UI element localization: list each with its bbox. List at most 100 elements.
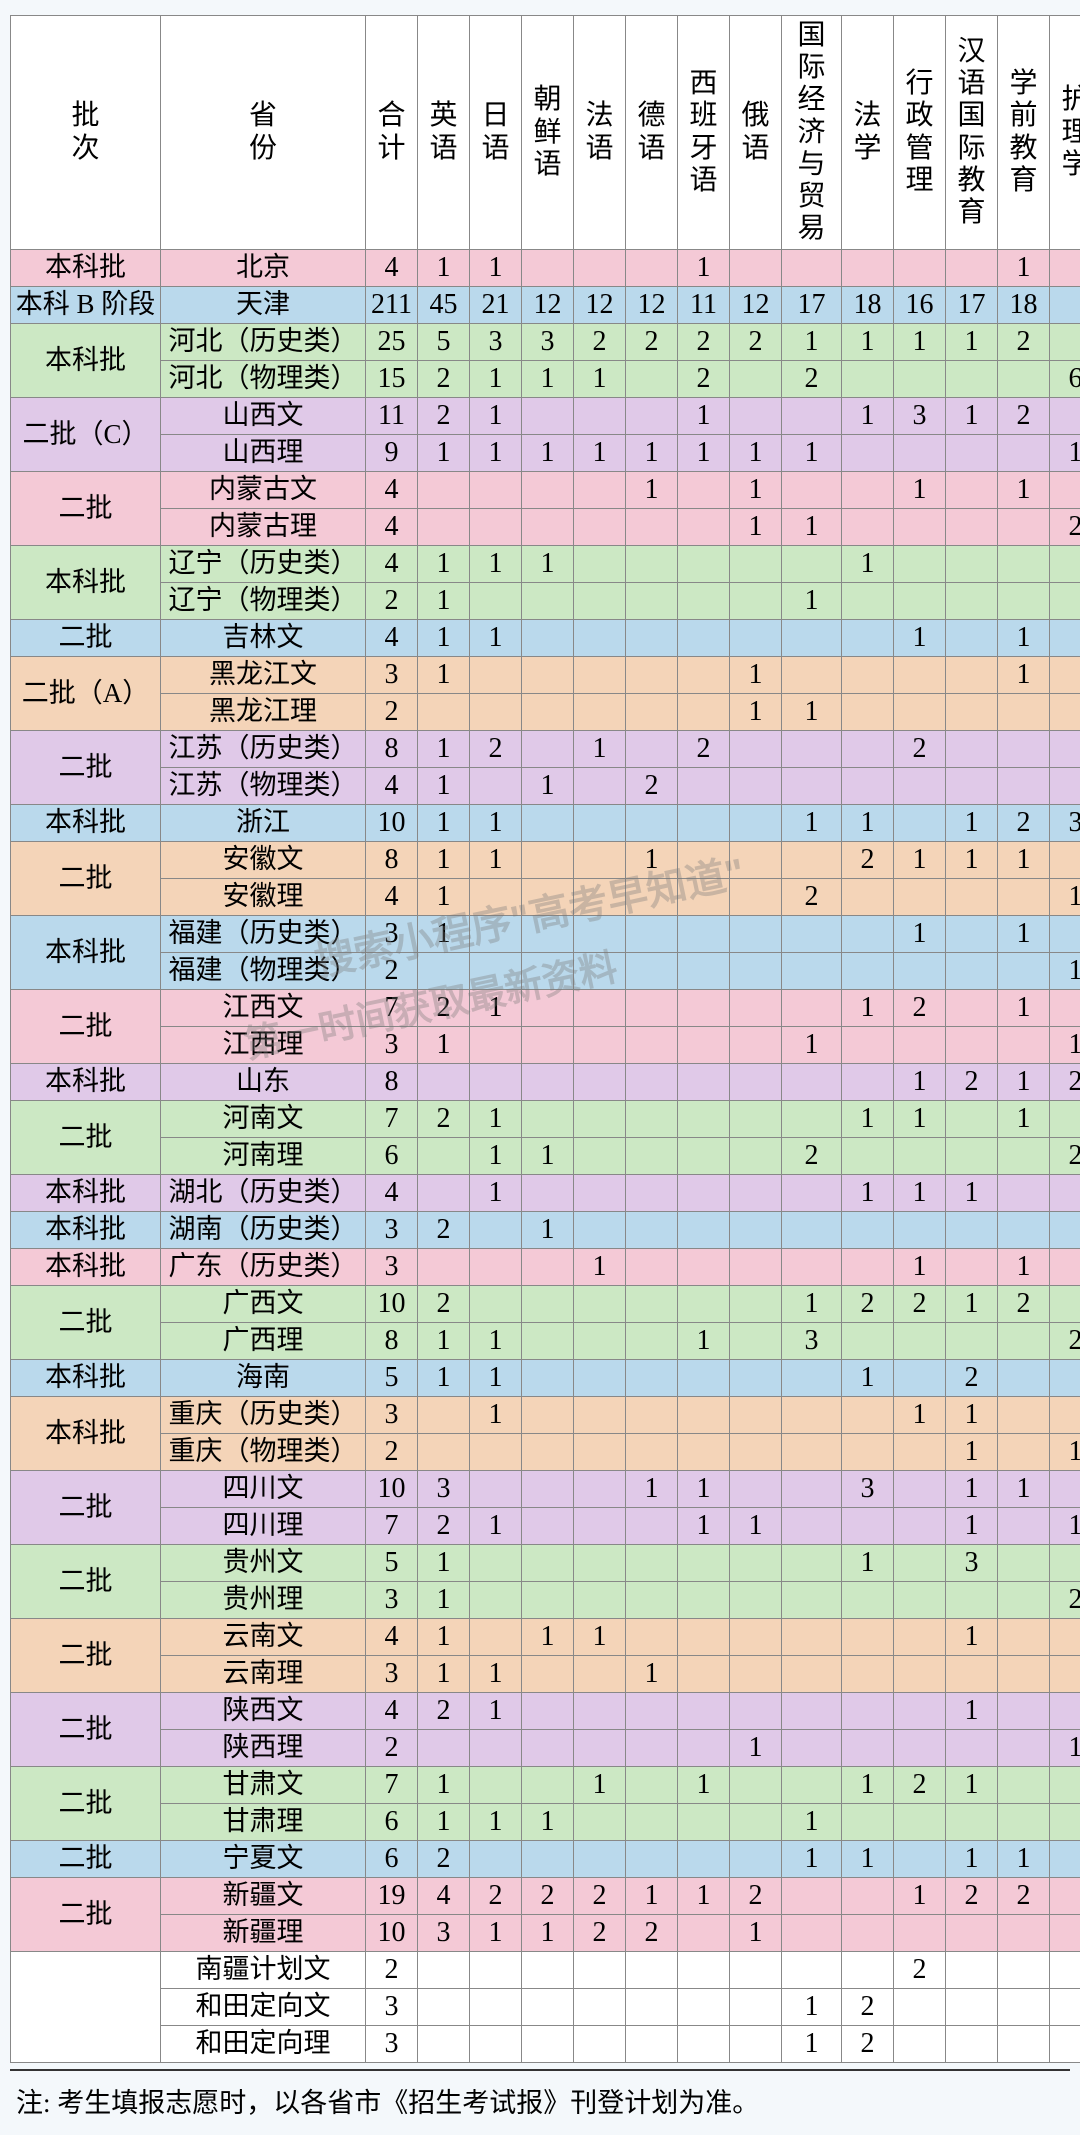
data-cell [678,990,730,1027]
data-cell [998,1434,1050,1471]
data-cell [522,879,574,916]
data-cell [626,1841,678,1878]
data-cell: 1 [946,842,998,879]
data-cell: 1 [894,1064,946,1101]
data-cell [782,1545,842,1582]
data-cell [998,1138,1050,1175]
data-cell: 3 [366,1212,418,1249]
data-cell: 3 [366,657,418,694]
data-cell [730,620,782,657]
data-cell: 2 [894,1767,946,1804]
province-cell: 云南理 [161,1656,366,1693]
data-cell: 1 [998,1064,1050,1101]
data-cell: 1 [730,1730,782,1767]
data-cell: 2 [418,361,470,398]
table-header: 批次省份合计英语日语朝鲜语法语德语西班牙语俄语国际经济与贸易法学行政管理汉语国际… [11,16,1080,250]
data-cell [678,509,730,546]
data-cell [418,1989,470,2026]
data-cell: 1 [730,472,782,509]
table-row: 江苏（物理类）4112 [11,768,1080,805]
data-cell [842,620,894,657]
data-cell: 6 [366,1138,418,1175]
data-cell [1050,546,1080,583]
province-cell: 山东 [161,1064,366,1101]
data-cell: 9 [366,435,418,472]
data-cell [574,472,626,509]
data-cell [730,1989,782,2026]
data-cell [894,1989,946,2026]
data-cell [626,1508,678,1545]
data-cell: 1 [470,805,522,842]
batch-cell: 本科批 [11,1360,161,1397]
data-cell [782,1878,842,1915]
data-cell: 1 [842,1841,894,1878]
data-cell [626,1064,678,1101]
data-cell: 4 [366,879,418,916]
data-cell [678,1841,730,1878]
data-cell: 3 [366,1989,418,2026]
data-cell: 2 [894,731,946,768]
data-cell [998,435,1050,472]
data-cell: 1 [678,398,730,435]
data-cell: 1 [842,1101,894,1138]
data-cell: 8 [366,842,418,879]
data-cell: 1 [998,1841,1050,1878]
admission-plan-table: 批次省份合计英语日语朝鲜语法语德语西班牙语俄语国际经济与贸易法学行政管理汉语国际… [10,15,1080,2063]
data-cell: 12 [574,287,626,324]
data-cell [626,583,678,620]
data-cell: 1 [470,1693,522,1730]
data-cell: 1 [730,1508,782,1545]
data-cell [730,1397,782,1434]
data-cell [678,1619,730,1656]
data-cell: 1 [470,1360,522,1397]
data-cell [522,953,574,990]
data-cell [626,657,678,694]
data-cell [574,805,626,842]
data-cell: 1 [782,2026,842,2063]
data-cell: 17 [946,287,998,324]
data-cell: 1 [678,1767,730,1804]
data-cell: 1 [782,324,842,361]
data-cell [998,953,1050,990]
data-cell: 1 [998,657,1050,694]
data-cell [626,1730,678,1767]
data-cell: 10 [366,805,418,842]
data-cell: 3 [842,1471,894,1508]
data-cell: 1 [574,361,626,398]
data-cell [842,1064,894,1101]
data-cell [782,1656,842,1693]
data-cell: 8 [366,731,418,768]
table-row: 贵州理312 [11,1582,1080,1619]
data-cell [626,2026,678,2063]
data-cell: 2 [894,1286,946,1323]
table-row: 本科 B 阶段天津211452112121211121718161718 [11,287,1080,324]
data-cell [574,1323,626,1360]
data-cell [842,1804,894,1841]
batch-cell: 本科批 [11,1212,161,1249]
data-cell [730,1360,782,1397]
data-cell [470,1434,522,1471]
data-cell [730,1138,782,1175]
data-cell [730,1656,782,1693]
data-cell [626,1582,678,1619]
data-cell [782,1360,842,1397]
data-cell [946,1027,998,1064]
table-row: 甘肃理61111 [11,1804,1080,1841]
data-cell [730,916,782,953]
data-cell: 1 [418,1027,470,1064]
data-cell: 1 [894,1397,946,1434]
data-cell [730,398,782,435]
data-cell: 1 [842,990,894,1027]
data-cell [1050,694,1080,731]
data-cell [782,990,842,1027]
data-cell [626,546,678,583]
data-cell: 3 [366,2026,418,2063]
data-cell: 2 [470,1878,522,1915]
data-cell [678,1952,730,1989]
data-cell [782,1175,842,1212]
data-cell: 1 [418,620,470,657]
data-cell [626,1989,678,2026]
table-row: 二批云南文41111 [11,1619,1080,1656]
data-cell [574,1545,626,1582]
data-cell: 1 [1050,435,1080,472]
